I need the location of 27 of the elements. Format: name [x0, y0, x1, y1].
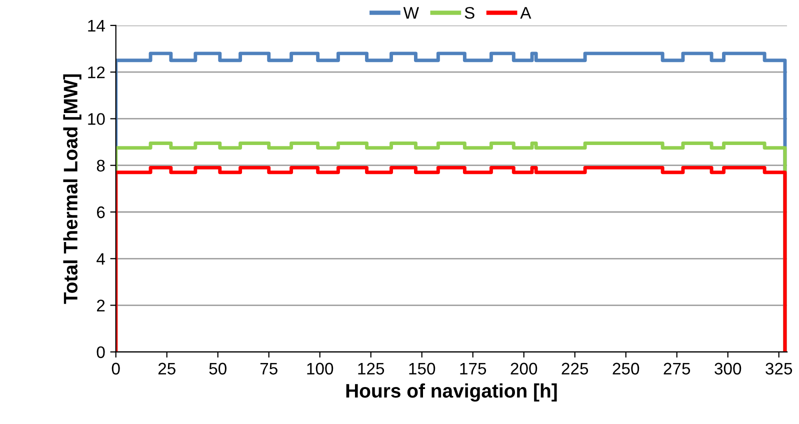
y-tick-label: 4: [96, 253, 105, 265]
x-tick-label: 50: [209, 362, 226, 375]
x-tick-label: 25: [158, 362, 176, 375]
y-tick-label: 12: [88, 66, 105, 78]
x-tick-label: 75: [260, 362, 278, 375]
legend-label: A: [520, 7, 532, 19]
y-axis-title: Total Thermal Load [MW]: [63, 74, 82, 304]
x-tick-label: 125: [358, 362, 384, 375]
x-tick-label: 175: [460, 362, 486, 375]
x-tick-label: 200: [510, 362, 538, 375]
legend-label: S: [464, 6, 474, 19]
y-tick-label: 0: [96, 346, 105, 358]
y-tick-label: 14: [88, 20, 105, 32]
x-tick-label: 150: [409, 362, 436, 375]
x-tick-label: 275: [664, 362, 690, 375]
x-axis-title: Hours of navigation [h]: [346, 383, 557, 402]
x-tick-label: 325: [766, 362, 792, 375]
y-tick-label: 10: [88, 113, 105, 125]
x-tick-label: 250: [612, 362, 640, 375]
x-tick-label: 100: [307, 362, 334, 375]
x-tick-label: 0: [112, 362, 120, 375]
x-tick-label: 225: [562, 362, 588, 375]
x-tick-label: 300: [714, 362, 742, 375]
y-tick-label: 6: [97, 206, 105, 218]
y-tick-label: 8: [96, 160, 105, 172]
legend-label: W: [403, 7, 419, 19]
y-tick-label: 2: [97, 300, 105, 312]
